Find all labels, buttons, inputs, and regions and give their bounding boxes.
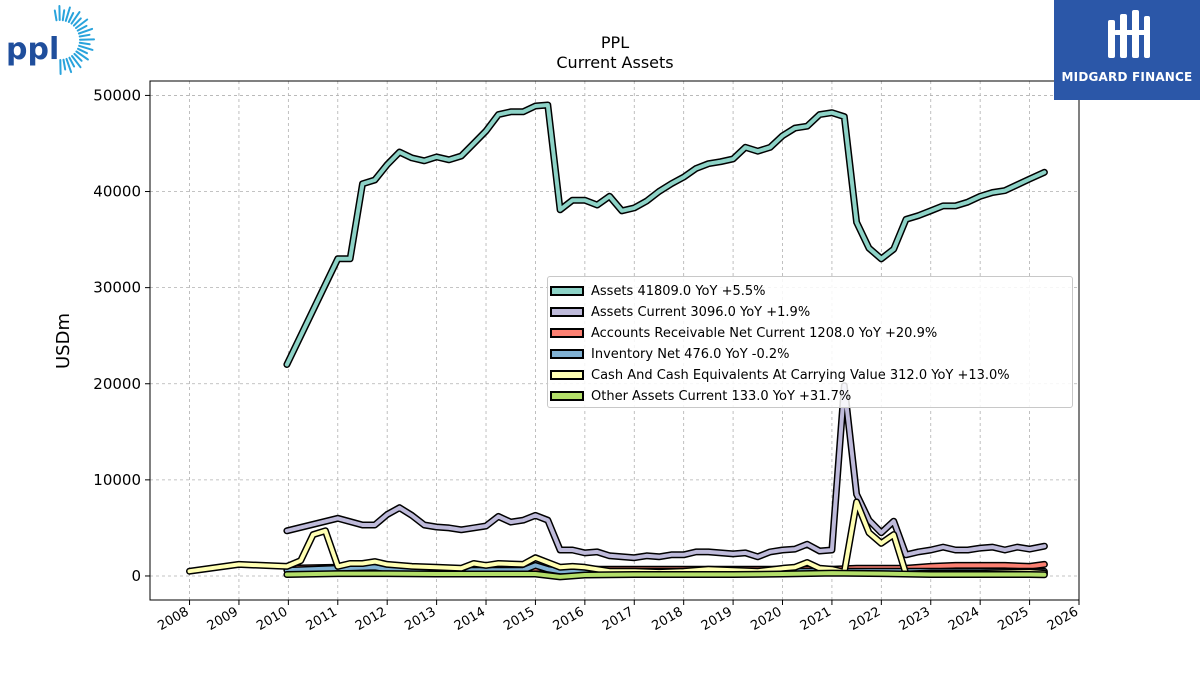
x-tick-label: 2014: [452, 604, 488, 634]
sunburst-ray: [62, 58, 67, 71]
x-tick-label: 2020: [748, 604, 784, 634]
sunburst-ray: [76, 24, 88, 32]
x-tick-label: 2026: [1045, 604, 1081, 634]
x-tick-label: 2016: [551, 604, 587, 634]
sunburst-ray: [65, 57, 73, 74]
x-axis: 2008 2009 2010 2011 2012 2013 2014 2015 2016 2017…: [155, 600, 1081, 634]
watermark-text: MIDGARD FINANCE: [1061, 70, 1193, 84]
sunburst-ray: [77, 27, 94, 35]
sunburst-ray: [78, 41, 91, 46]
x-tick-label: 2017: [600, 604, 636, 634]
midgard-emblem-icon: [1108, 10, 1150, 58]
x-tick-label: 2021: [798, 604, 834, 634]
midgard-finance-logo: MIDGARD FINANCE: [1054, 0, 1200, 100]
legend-label: Assets 41809.0 YoY +5.5%: [591, 283, 766, 299]
legend-item: Other Assets Current 133.0 YoY +31.7%: [548, 386, 851, 406]
legend-swatch: [550, 286, 584, 296]
y-axis-label: USDm: [53, 313, 74, 369]
sunburst-ray: [78, 33, 91, 38]
legend-label: Assets Current 3096.0 YoY +1.9%: [591, 304, 811, 320]
x-tick-label: 2019: [699, 604, 735, 634]
x-tick-label: 2025: [995, 604, 1031, 634]
sunburst-ray: [70, 11, 81, 25]
x-tick-label: 2010: [254, 604, 290, 634]
sunburst-ray: [68, 56, 76, 68]
legend-label: Inventory Net 476.0 YoY -0.2%: [591, 346, 790, 362]
legend-label: Accounts Receivable Net Current 1208.0 Y…: [591, 325, 938, 341]
legend-swatch: [550, 307, 584, 317]
y-tick-label: 20000: [93, 375, 141, 393]
x-tick-label: 2009: [205, 604, 241, 634]
sunburst-ray: [67, 12, 75, 23]
x-tick-label: 2023: [897, 604, 933, 634]
series-line-assets: [284, 103, 1047, 367]
legend-item: Assets Current 3096.0 YoY +1.9%: [548, 302, 810, 322]
ppl-logo-text: ppl: [6, 32, 60, 67]
legend-label: Other Assets Current 133.0 YoY +31.7%: [591, 388, 852, 404]
sunburst-ray: [71, 55, 82, 69]
x-tick-label: 2008: [155, 604, 191, 634]
series-line-assets-current: [284, 383, 1047, 560]
legend-swatch: [550, 370, 584, 380]
sunburst-ray: [73, 52, 83, 62]
legend-swatch: [550, 328, 584, 338]
x-tick-label: 2011: [304, 604, 340, 634]
sunburst-ray: [77, 47, 88, 55]
plot-frame: [149, 80, 1080, 601]
x-tick-label: 2012: [353, 604, 389, 634]
sunburst-ray: [75, 18, 89, 29]
y-tick-label: 30000: [93, 279, 141, 297]
x-tick-label: 2022: [847, 604, 883, 634]
legend-item: Cash And Cash Equivalents At Carrying Va…: [548, 365, 1010, 385]
series-outline-cash-and-cash-equivalents-at-carrying-value: [186, 498, 1048, 578]
y-tick-label: 40000: [93, 183, 141, 201]
x-tick-label: 2018: [650, 604, 686, 634]
y-axis: 0 10000 20000 30000 40000 50000: [93, 86, 150, 585]
chart-legend: Assets 41809.0 YoY +5.5% Assets Current 3…: [547, 276, 1073, 408]
x-tick-label: 2015: [501, 604, 537, 634]
series-line-other-assets-current: [284, 571, 1047, 579]
ppl-sunburst-icon: [53, 5, 95, 75]
sunburst-ray: [53, 9, 58, 22]
sunburst-ray: [78, 44, 94, 51]
series-line-cash-and-cash-equivalents-at-carrying-value: [187, 500, 1047, 576]
x-tick-label: 2024: [946, 604, 982, 634]
legend-item: Inventory Net 476.0 YoY -0.2%: [548, 344, 790, 364]
legend-item: Accounts Receivable Net Current 1208.0 Y…: [548, 323, 937, 343]
sunburst-ray: [72, 17, 82, 27]
sunburst-ray: [75, 50, 89, 61]
y-tick-label: 0: [131, 567, 141, 585]
legend-label: Cash And Cash Equivalents At Carrying Va…: [591, 367, 1010, 383]
y-tick-label: 10000: [93, 471, 141, 489]
x-tick-label: 2013: [402, 604, 438, 634]
y-tick-label: 50000: [93, 86, 141, 104]
sunburst-ray: [61, 9, 66, 22]
legend-item: Assets 41809.0 YoY +5.5%: [548, 281, 766, 301]
chart-title: PPL: [600, 33, 630, 52]
legend-swatch: [550, 391, 584, 401]
ppl-logo: ppl: [0, 0, 100, 80]
series-layer: [186, 101, 1048, 581]
legend-swatch: [550, 349, 584, 359]
chart-subtitle: Current Assets: [556, 53, 674, 72]
sunburst-ray: [64, 6, 71, 22]
